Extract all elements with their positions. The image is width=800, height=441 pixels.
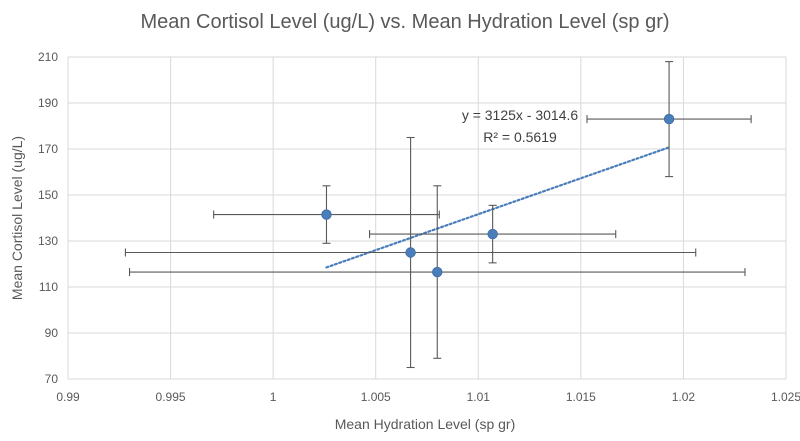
y-tick-label: 90 bbox=[45, 326, 59, 340]
x-tick-label: 1.025 bbox=[771, 390, 800, 404]
error-bars bbox=[124, 61, 752, 369]
grid bbox=[67, 56, 787, 380]
x-tick-labels: 0.99 0.995 1 1.005 1.01 1.015 1.02 1.025 bbox=[56, 390, 800, 404]
x-tick-label: 1.02 bbox=[672, 390, 696, 404]
y-axis-label: Mean Cortisol Level (ug/L) bbox=[9, 136, 25, 300]
trendline-line bbox=[325, 146, 671, 269]
y-tick-label: 190 bbox=[38, 96, 58, 110]
y-tick-label: 110 bbox=[39, 280, 58, 294]
data-points bbox=[321, 113, 675, 278]
x-tick-label: 1.015 bbox=[566, 390, 596, 404]
trendline bbox=[325, 146, 671, 269]
chart-title: Mean Cortisol Level (ug/L) vs. Mean Hydr… bbox=[140, 11, 669, 33]
trendline-r-squared: R² = 0.5619 bbox=[483, 129, 557, 145]
data-point bbox=[432, 266, 443, 278]
x-axis-label: Mean Hydration Level (sp gr) bbox=[335, 416, 516, 432]
x-tick-label: 1 bbox=[270, 390, 277, 404]
y-tick-label: 210 bbox=[38, 50, 58, 64]
y-tick-label: 150 bbox=[38, 188, 58, 202]
data-point bbox=[487, 228, 498, 240]
data-point bbox=[321, 209, 332, 220]
y-tick-label: 130 bbox=[38, 234, 58, 248]
y-tick-label: 70 bbox=[45, 372, 59, 386]
x-tick-label: 1.01 bbox=[467, 390, 491, 404]
x-tick-label: 0.99 bbox=[56, 390, 80, 404]
y-tick-labels: 70 90 110 130 150 170 190 210 bbox=[38, 50, 58, 386]
data-point bbox=[405, 247, 416, 258]
data-point bbox=[663, 113, 675, 125]
x-tick-label: 1.005 bbox=[361, 390, 391, 404]
y-tick-label: 170 bbox=[38, 142, 58, 156]
x-tick-label: 0.995 bbox=[156, 390, 186, 404]
trendline-equation: y = 3125x - 3014.6 bbox=[462, 107, 579, 123]
